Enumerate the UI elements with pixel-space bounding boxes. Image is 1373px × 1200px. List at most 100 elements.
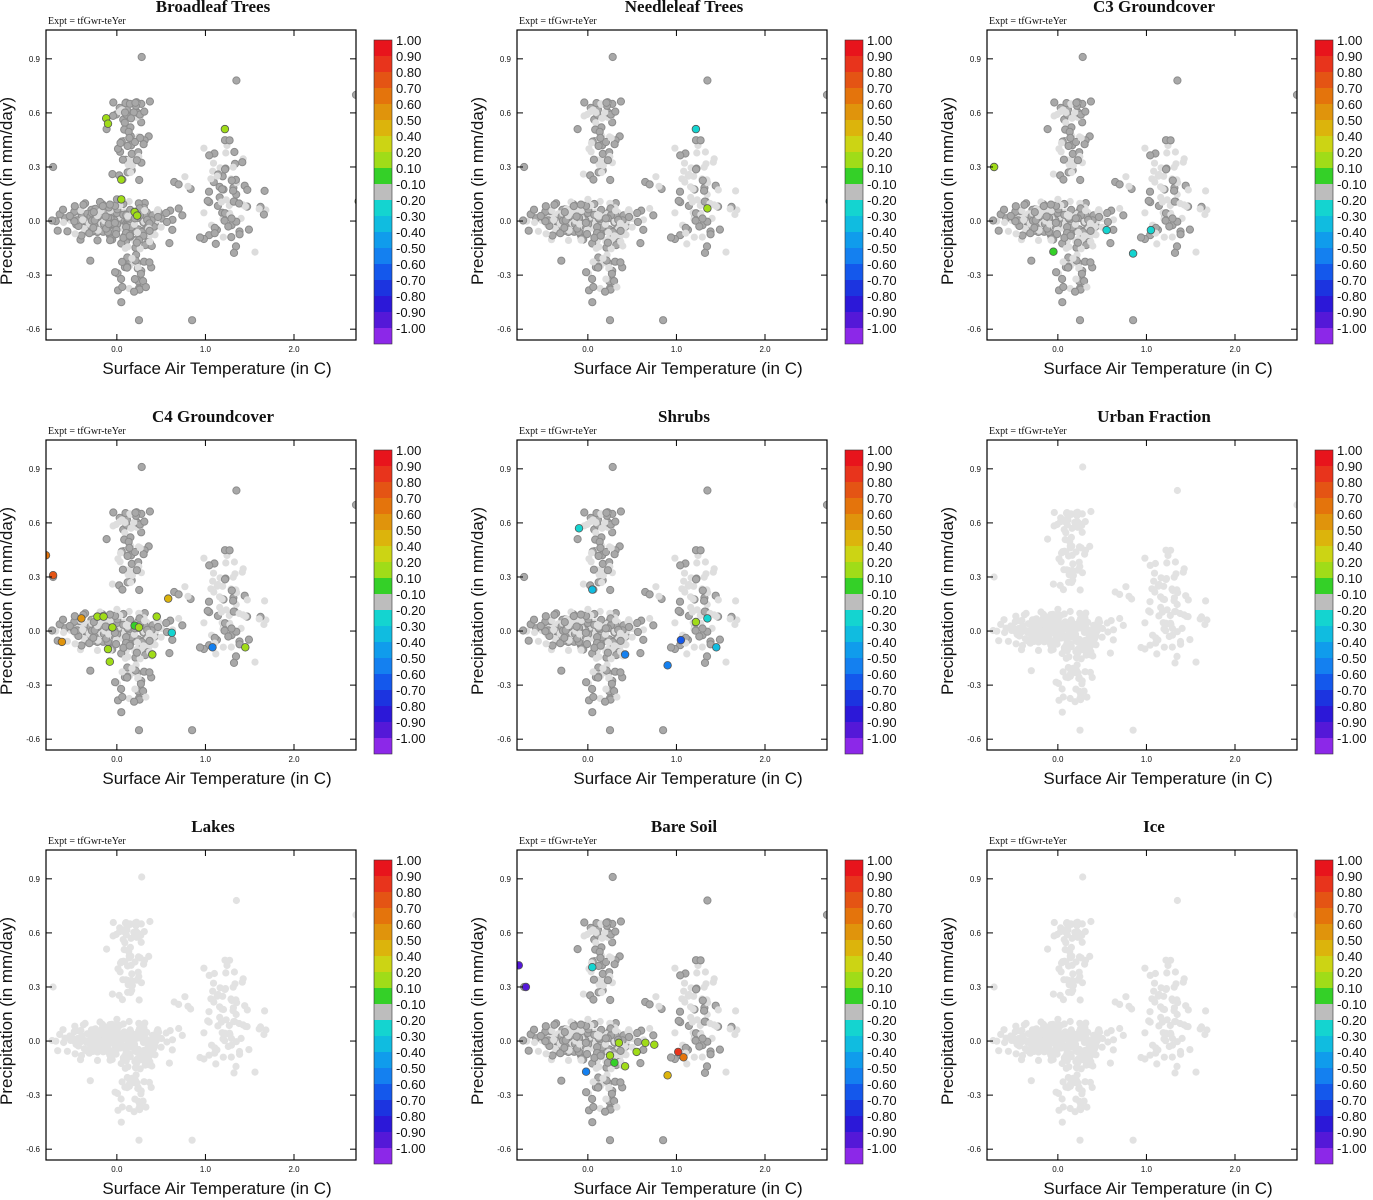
- background-point: [1020, 611, 1028, 619]
- colorbar-label: 0.20: [1337, 145, 1362, 160]
- colorbar-swatch: [845, 120, 863, 136]
- background-point: [1034, 236, 1043, 244]
- colorbar-label: 0.20: [396, 965, 421, 980]
- colorbar-label: 0.50: [867, 523, 892, 538]
- colorbar-swatch: [845, 972, 863, 988]
- background-point: [712, 612, 721, 621]
- colorbar-label: -0.40: [396, 635, 426, 650]
- colored-point: [1049, 247, 1058, 256]
- colorbar-frame: [373, 859, 393, 1165]
- background-point: [1173, 652, 1181, 661]
- background-point: [1067, 510, 1075, 518]
- background-point: [109, 508, 118, 517]
- background-point: [1030, 208, 1039, 217]
- colorbar-swatch: [845, 280, 863, 296]
- background-point: [235, 1019, 243, 1028]
- y-tick-label: -0.3: [26, 681, 40, 690]
- background-point: [137, 462, 146, 472]
- background-point: [995, 637, 1003, 645]
- background-point: [122, 1043, 130, 1051]
- background-point: [1082, 1027, 1090, 1035]
- colored-point: [241, 643, 250, 652]
- colorbar-swatch: [845, 690, 863, 706]
- colorbar-swatch: [1315, 280, 1333, 296]
- background-point: [1058, 708, 1066, 716]
- y-tick-label: 0.0: [29, 1037, 41, 1046]
- background-point: [601, 624, 610, 633]
- x-tick-label: 2.0: [1229, 755, 1241, 764]
- colorbar-label: 0.90: [1337, 49, 1362, 64]
- background-point: [633, 618, 642, 628]
- background-point: [601, 137, 611, 147]
- colorbar-swatch: [845, 610, 863, 626]
- background-point: [140, 960, 148, 968]
- background-point: [125, 641, 134, 650]
- background-point: [573, 945, 582, 954]
- background-point: [579, 990, 588, 998]
- background-point: [577, 646, 585, 654]
- background-point: [610, 642, 619, 650]
- background-point: [1011, 627, 1020, 635]
- background-point: [598, 934, 606, 942]
- background-point: [611, 927, 620, 936]
- background-point: [1081, 107, 1090, 116]
- colorbar-label: -0.90: [1337, 715, 1367, 730]
- background-point: [596, 1051, 605, 1060]
- background-point: [1077, 696, 1085, 704]
- background-point: [605, 263, 613, 272]
- colorbar-swatch: [845, 1116, 863, 1132]
- background-point: [698, 996, 707, 1005]
- background-point: [98, 202, 107, 211]
- background-point: [606, 995, 615, 1005]
- background-point: [1109, 1046, 1117, 1054]
- colorbar-swatch: [845, 466, 863, 482]
- background-point: [230, 1069, 238, 1077]
- background-point: [1068, 168, 1076, 177]
- colorbar-frame: [1314, 449, 1334, 755]
- y-tick-label: 0.6: [29, 109, 41, 118]
- colorbar-label: -0.80: [1337, 699, 1367, 714]
- background-point: [595, 622, 603, 630]
- background-point: [616, 668, 625, 677]
- background-point: [587, 549, 596, 557]
- colorbar-swatch: [845, 562, 863, 578]
- colorbar-label: 0.40: [1337, 539, 1362, 554]
- background-point: [1067, 920, 1075, 928]
- background-point: [1150, 577, 1158, 585]
- background-point: [557, 1076, 566, 1085]
- background-point: [589, 565, 599, 574]
- background-point: [118, 155, 128, 164]
- background-point: [1012, 640, 1020, 648]
- background-point: [205, 971, 213, 980]
- background-point: [589, 1102, 598, 1112]
- background-point: [232, 76, 241, 85]
- background-point: [1057, 959, 1066, 967]
- background-point: [625, 616, 633, 624]
- background-point: [1081, 928, 1089, 936]
- background-point: [121, 518, 129, 527]
- colorbar-swatch: [845, 594, 863, 610]
- background-point: [140, 517, 149, 526]
- background-point: [162, 208, 171, 218]
- background-point: [1163, 149, 1171, 157]
- background-point: [1150, 979, 1159, 987]
- background-point: [1059, 668, 1067, 676]
- background-point: [1129, 316, 1138, 325]
- background-point: [255, 1025, 263, 1033]
- background-point: [1075, 263, 1083, 272]
- background-point: [700, 983, 708, 991]
- background-point: [1012, 612, 1020, 620]
- background-point: [560, 1043, 569, 1052]
- colorbar-label: 1.00: [396, 853, 421, 868]
- background-point: [1154, 582, 1162, 590]
- colorbar-label: -1.00: [1337, 321, 1367, 336]
- colorbar-swatch: [845, 514, 863, 530]
- background-point: [671, 554, 679, 562]
- background-point: [1137, 643, 1145, 652]
- experiment-label: Expt = tfGwr-teYer: [519, 426, 597, 437]
- background-point: [698, 176, 707, 185]
- plot-frame: [986, 439, 1298, 751]
- background-point: [165, 649, 174, 658]
- background-point: [1092, 1051, 1100, 1059]
- background-point: [529, 205, 539, 214]
